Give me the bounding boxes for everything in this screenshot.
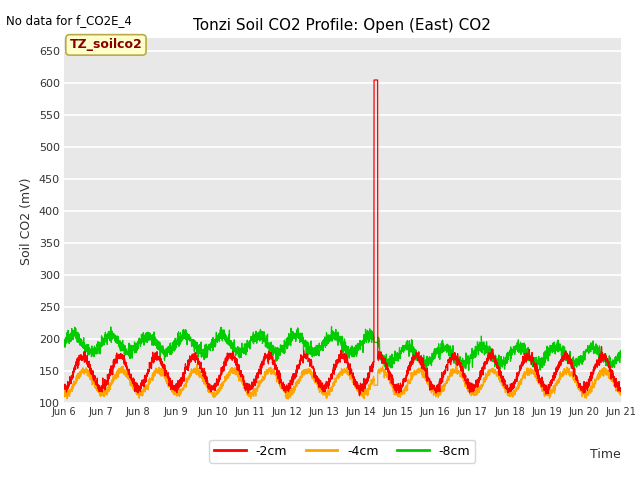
Text: No data for f_CO2E_4: No data for f_CO2E_4 — [6, 14, 132, 27]
Y-axis label: Soil CO2 (mV): Soil CO2 (mV) — [20, 177, 33, 264]
Text: Time: Time — [590, 448, 621, 461]
Text: TZ_soilco2: TZ_soilco2 — [70, 38, 142, 51]
Title: Tonzi Soil CO2 Profile: Open (East) CO2: Tonzi Soil CO2 Profile: Open (East) CO2 — [193, 18, 492, 33]
Legend: -2cm, -4cm, -8cm: -2cm, -4cm, -8cm — [209, 440, 476, 463]
